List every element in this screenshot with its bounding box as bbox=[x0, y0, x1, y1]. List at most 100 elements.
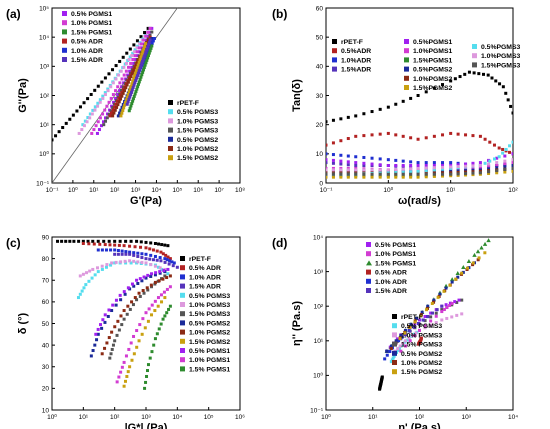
legend-swatch bbox=[180, 357, 185, 363]
data-point bbox=[129, 90, 133, 94]
y-tick-label: 40 bbox=[316, 64, 324, 71]
data-point bbox=[331, 118, 335, 122]
data-point bbox=[448, 303, 452, 307]
data-point bbox=[440, 310, 444, 314]
data-point bbox=[415, 316, 419, 320]
data-point bbox=[412, 325, 416, 329]
data-point bbox=[475, 249, 481, 254]
data-point bbox=[409, 322, 413, 326]
data-point bbox=[93, 343, 97, 347]
data-point bbox=[122, 360, 126, 364]
data-point bbox=[127, 65, 131, 69]
y-tick-label: 10 bbox=[316, 151, 324, 158]
data-point bbox=[116, 93, 120, 97]
data-point bbox=[115, 105, 119, 109]
data-point bbox=[105, 341, 109, 345]
data-point bbox=[401, 175, 405, 179]
data-point bbox=[57, 130, 61, 134]
data-point bbox=[155, 258, 159, 262]
data-point bbox=[144, 38, 148, 42]
data-point bbox=[362, 168, 366, 172]
data-point bbox=[136, 254, 140, 258]
data-point bbox=[118, 293, 122, 297]
data-point bbox=[138, 58, 142, 62]
data-point bbox=[133, 296, 137, 300]
data-point bbox=[503, 168, 507, 172]
data-point bbox=[135, 278, 139, 282]
data-point bbox=[456, 132, 460, 136]
legend-swatch bbox=[332, 39, 337, 44]
data-point bbox=[124, 252, 128, 256]
data-point bbox=[107, 308, 111, 312]
data-point bbox=[136, 281, 140, 285]
data-point bbox=[124, 61, 128, 65]
data-point bbox=[96, 248, 100, 252]
legend-label: 1.5% ADR bbox=[189, 284, 221, 291]
data-point bbox=[129, 84, 133, 88]
data-point bbox=[135, 39, 139, 43]
data-point bbox=[436, 295, 440, 299]
data-point bbox=[167, 262, 171, 266]
data-point bbox=[157, 242, 161, 246]
data-point bbox=[394, 339, 398, 343]
data-point bbox=[111, 343, 115, 347]
data-point bbox=[113, 339, 117, 343]
data-point bbox=[432, 161, 436, 165]
data-point bbox=[346, 160, 350, 164]
data-point bbox=[441, 133, 445, 137]
data-point bbox=[370, 162, 374, 166]
data-point bbox=[460, 298, 464, 302]
data-point bbox=[120, 88, 124, 92]
data-point bbox=[432, 86, 436, 90]
data-point bbox=[339, 172, 343, 176]
data-point bbox=[401, 134, 405, 138]
data-point bbox=[441, 83, 445, 87]
data-point bbox=[100, 326, 104, 330]
data-point bbox=[132, 253, 136, 257]
legend-swatch bbox=[168, 118, 173, 124]
data-point bbox=[144, 261, 148, 265]
data-point bbox=[380, 375, 384, 379]
data-point bbox=[103, 320, 107, 324]
data-point bbox=[101, 318, 105, 322]
data-point bbox=[148, 35, 152, 39]
data-point bbox=[128, 77, 132, 81]
data-point bbox=[151, 39, 155, 43]
data-point bbox=[151, 258, 155, 262]
data-point bbox=[488, 140, 492, 144]
data-point bbox=[441, 167, 445, 171]
data-point bbox=[471, 134, 475, 138]
data-point bbox=[98, 100, 102, 104]
data-point bbox=[153, 309, 157, 313]
data-point bbox=[132, 259, 136, 263]
panel-label: (b) bbox=[272, 7, 287, 21]
data-point bbox=[122, 290, 126, 294]
data-point bbox=[399, 349, 403, 353]
data-point bbox=[119, 260, 123, 264]
data-point bbox=[148, 26, 152, 30]
data-point bbox=[148, 257, 152, 261]
x-tick-label: 10³ bbox=[462, 414, 472, 421]
data-point bbox=[466, 258, 472, 263]
data-point bbox=[119, 370, 123, 374]
data-point bbox=[56, 239, 60, 243]
data-point bbox=[449, 161, 453, 165]
legend-label: 1.5% PGMS1 bbox=[71, 29, 112, 36]
legend-label: 1.0% ADR bbox=[375, 279, 407, 286]
data-point bbox=[129, 341, 133, 345]
data-point bbox=[121, 91, 125, 95]
data-point bbox=[100, 267, 104, 271]
data-point bbox=[354, 172, 358, 176]
data-point bbox=[511, 140, 513, 144]
data-point bbox=[137, 69, 141, 73]
data-point bbox=[460, 271, 464, 275]
legend-label: 1.0%ADR bbox=[341, 57, 371, 64]
x-tick-label: 10⁵ bbox=[172, 187, 182, 194]
data-point bbox=[135, 345, 139, 349]
data-point bbox=[487, 165, 491, 169]
data-point bbox=[93, 273, 97, 277]
data-point bbox=[331, 141, 335, 145]
data-point bbox=[119, 314, 123, 318]
data-point bbox=[127, 347, 131, 351]
data-point bbox=[449, 165, 453, 169]
